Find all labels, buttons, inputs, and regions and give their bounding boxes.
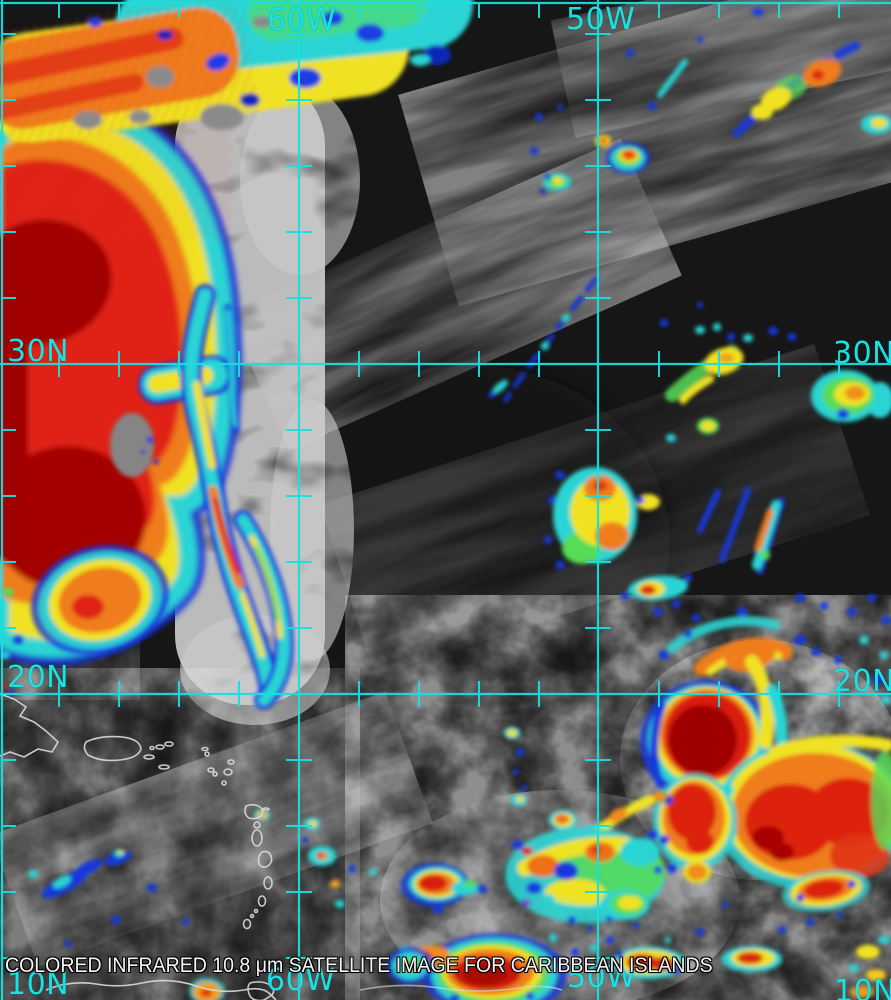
topleft-cold-band bbox=[0, 0, 473, 151]
meridian-label-50w-top: 50W bbox=[566, 2, 636, 37]
parallel-label-20n-left: 20N bbox=[7, 660, 70, 695]
storm-warm-gap bbox=[110, 413, 159, 477]
bottom-center-cells bbox=[369, 727, 667, 1000]
parallel-label-10n-right: 10N bbox=[834, 974, 891, 1000]
caption-title-line: COLORED INFRARED 10.8 μm SATELLITE IMAGE… bbox=[5, 954, 713, 977]
parallel-label-30n-left: 30N bbox=[7, 334, 70, 369]
image-caption: COLORED INFRARED 10.8 μm SATELLITE IMAGE… bbox=[5, 911, 713, 1000]
meridian-label-60w-bottom: 60W bbox=[266, 963, 336, 998]
parallel-label-30n-right: 30N bbox=[833, 336, 891, 371]
bottom-right-storm-system bbox=[590, 594, 891, 998]
scattered-cells-right-center bbox=[488, 8, 891, 601]
convective-ribbon bbox=[0, 284, 295, 710]
meridian-label-60w-top: 60W bbox=[267, 3, 337, 38]
parallel-label-10n-left: 10N bbox=[7, 967, 70, 1000]
parallel-label-20n-right: 20N bbox=[833, 664, 891, 699]
meridian-label-50w-bottom: 50W bbox=[567, 960, 637, 995]
coastlines-layer bbox=[0, 693, 563, 1000]
